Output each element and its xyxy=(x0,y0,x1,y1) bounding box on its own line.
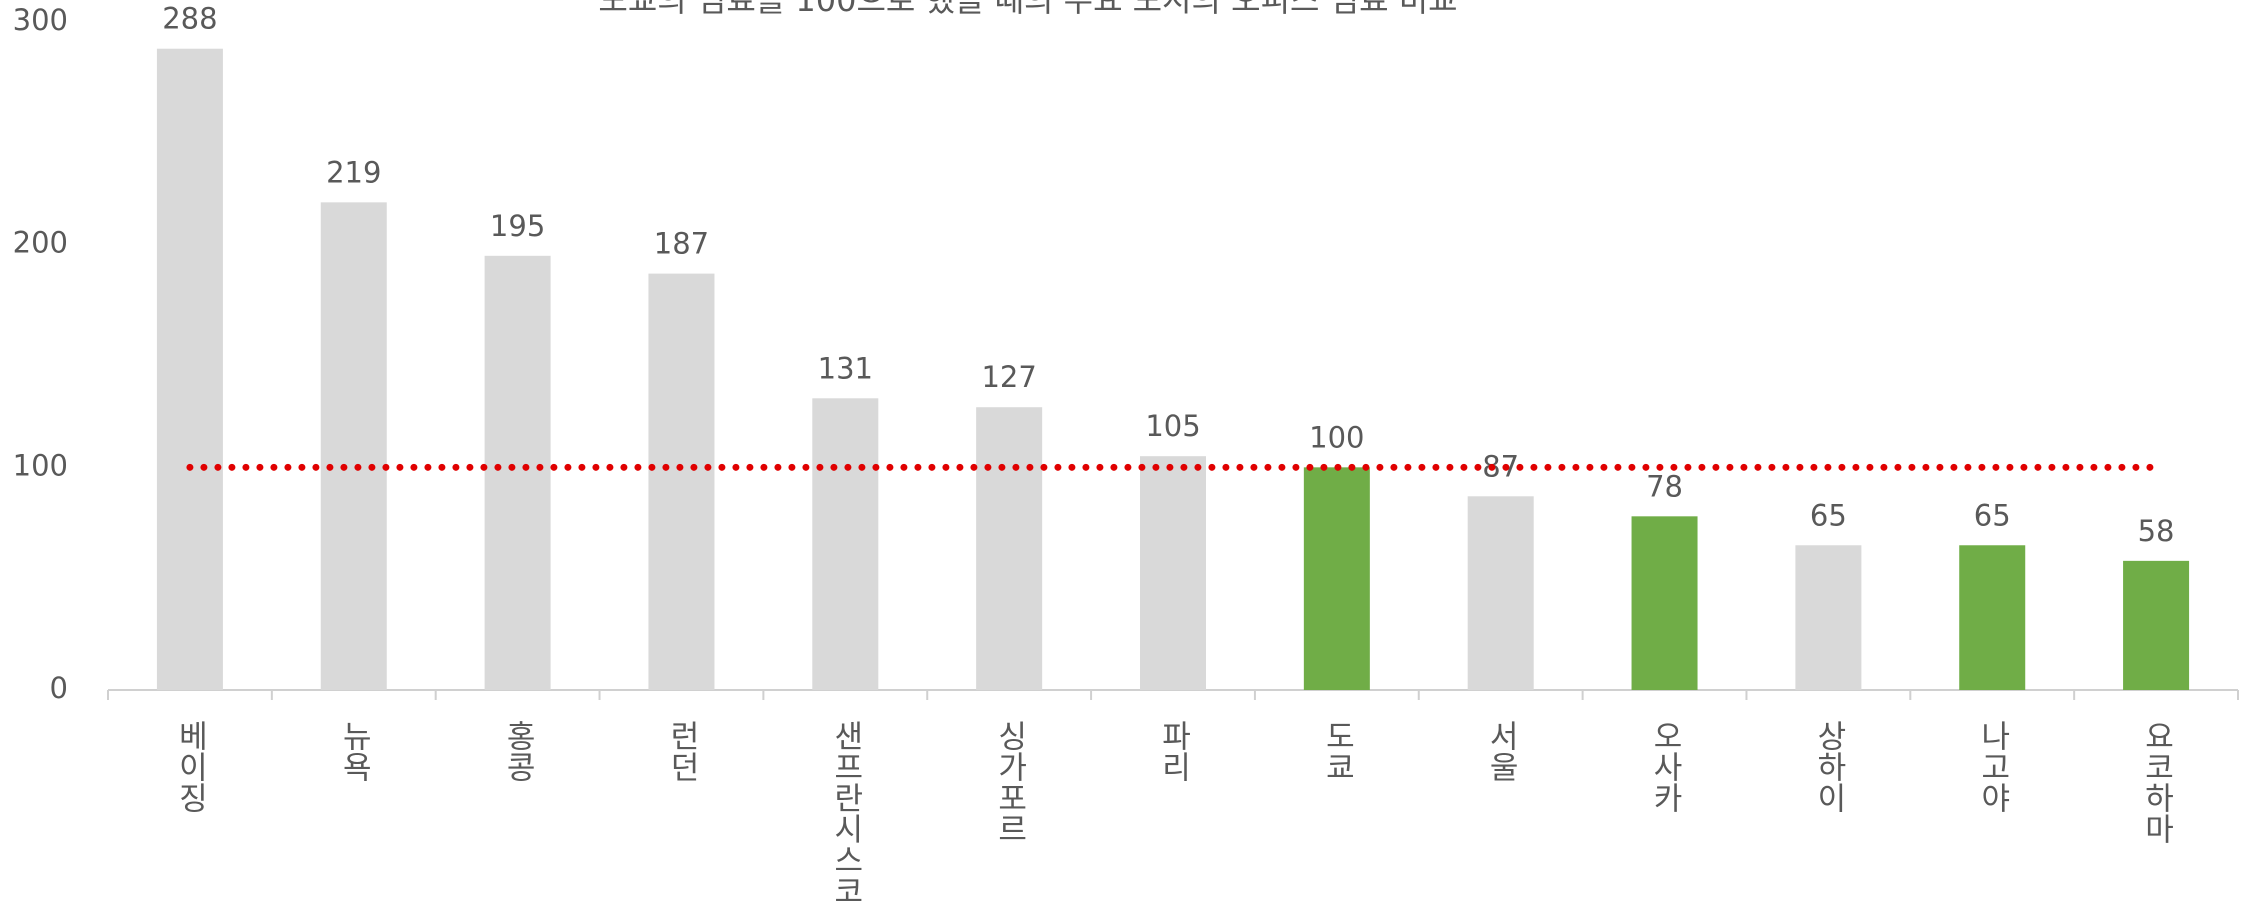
bar xyxy=(976,407,1043,690)
data-label: 105 xyxy=(1145,409,1200,443)
bar xyxy=(1631,516,1698,690)
bar xyxy=(320,202,387,691)
x-tick-label: 런던 xyxy=(663,720,699,782)
x-tick-label: 파리 xyxy=(1155,720,1191,782)
x-tick-label: 홍콩 xyxy=(500,720,536,782)
x-tick-label: 싱가포르 xyxy=(991,720,1027,844)
x-tick-label: 뉴욕 xyxy=(336,720,372,782)
data-label: 65 xyxy=(1974,498,2011,532)
bar xyxy=(812,398,879,690)
data-label: 187 xyxy=(654,227,709,261)
data-label: 131 xyxy=(818,351,873,385)
bar xyxy=(2123,560,2190,690)
data-label: 127 xyxy=(981,360,1036,394)
bar xyxy=(1795,545,1862,690)
y-tick-label: 200 xyxy=(13,226,68,260)
bar xyxy=(156,48,223,691)
data-label: 195 xyxy=(490,209,545,243)
data-label: 87 xyxy=(1482,449,1519,483)
y-tick-label: 0 xyxy=(50,671,68,705)
bar xyxy=(484,255,551,691)
bar xyxy=(1303,467,1370,690)
bar xyxy=(1140,456,1206,690)
bar xyxy=(1959,545,2026,690)
bar xyxy=(1467,496,1534,690)
bar xyxy=(648,273,715,690)
data-label: 65 xyxy=(1810,498,1847,532)
x-tick-label: 샌프란시스코 xyxy=(827,720,863,906)
y-tick-label: 300 xyxy=(13,3,68,37)
x-tick-label: 상하이 xyxy=(1810,720,1846,813)
x-tick-label: 도쿄 xyxy=(1319,720,1355,782)
data-label: 58 xyxy=(2138,514,2175,548)
chart-title: 도쿄의 임료를 100으로 했을 때의 주요 도시의 오피스 임료 비교 xyxy=(598,0,1457,19)
data-label: 78 xyxy=(1646,469,1683,503)
x-tick-label: 서울 xyxy=(1483,720,1519,782)
data-label: 100 xyxy=(1309,420,1364,454)
x-tick-label: 오사카 xyxy=(1647,720,1683,813)
x-tick-label: 베이징 xyxy=(172,720,208,813)
y-tick-label: 100 xyxy=(13,448,68,482)
data-label: 219 xyxy=(326,155,381,189)
x-tick-label: 나고야 xyxy=(1974,720,2010,813)
x-tick-label: 요코하마 xyxy=(2138,720,2174,844)
data-label: 288 xyxy=(162,2,217,36)
